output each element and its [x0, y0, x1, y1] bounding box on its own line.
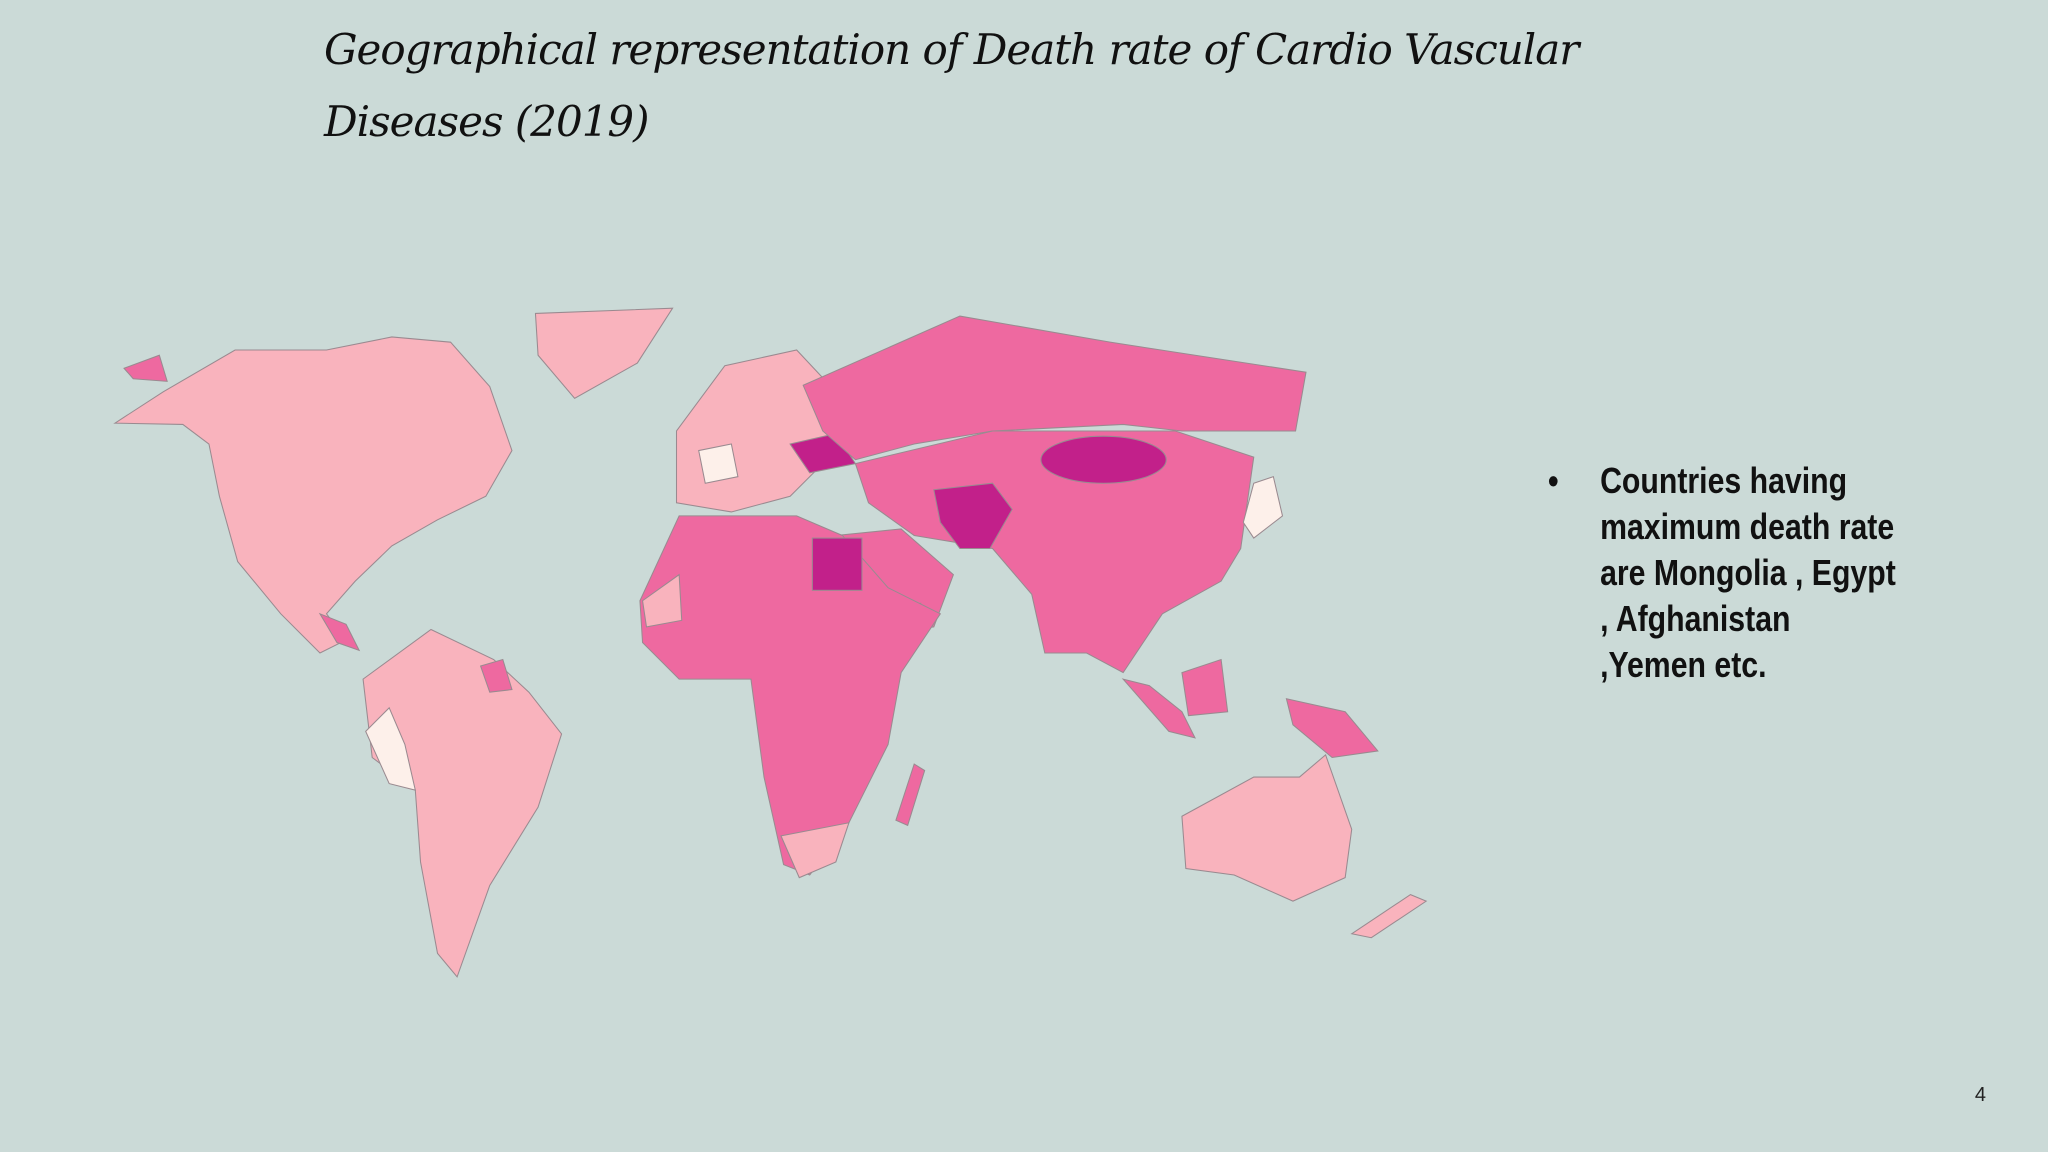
south-america: [362, 628, 563, 978]
slide-title: Geographical representation of Death rat…: [324, 25, 1579, 146]
bullet-list: Countries having maximum death rate are …: [1548, 458, 1901, 688]
peru: [365, 706, 417, 791]
new-zealand: [1350, 894, 1428, 939]
greenland: [534, 307, 674, 399]
borneo: [1181, 658, 1229, 717]
bullet-item: Countries having maximum death rate are …: [1548, 458, 1901, 688]
afghanistan: [933, 482, 1013, 550]
france: [698, 443, 739, 484]
africa: [639, 515, 942, 876]
australia: [1181, 753, 1353, 902]
europe: [675, 349, 837, 513]
north-america: [113, 336, 513, 654]
page-number: 4: [1974, 1084, 1986, 1106]
alaska: [123, 354, 168, 382]
madagascar: [895, 763, 926, 827]
japan: [1242, 476, 1284, 539]
indonesia: [1121, 678, 1196, 739]
central-america: [318, 612, 361, 652]
mongolia: [1040, 435, 1167, 484]
map-shapes: [113, 307, 1428, 978]
south-africa: [780, 822, 850, 879]
west-sahara: [641, 573, 683, 628]
egypt: [811, 537, 863, 591]
new-guinea: [1285, 698, 1379, 759]
guianas: [479, 658, 513, 693]
russia: [802, 315, 1307, 461]
